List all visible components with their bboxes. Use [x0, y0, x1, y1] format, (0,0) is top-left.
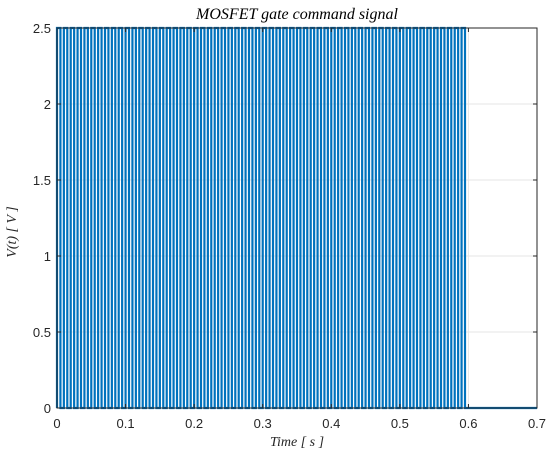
axes: [56, 27, 538, 409]
y-tick-label: 1: [44, 249, 51, 264]
y-tick-label: 0.5: [33, 325, 51, 340]
x-tick-label: 0.5: [391, 416, 409, 431]
series-line: [55, 26, 537, 410]
y-tick-label: 2: [44, 97, 51, 112]
x-tick-label: 0.4: [322, 416, 340, 431]
x-tick-label: 0.3: [254, 416, 272, 431]
chart-title: MOSFET gate command signal: [195, 6, 398, 23]
x-tick-label: 0.6: [459, 416, 477, 431]
x-tick-label: 0.7: [528, 416, 546, 431]
tick-labels: 0 0.1 0.2 0.3 0.4 0.5 0.6 0.7 0 0.5 1 1.5 2 2.5: [33, 21, 546, 431]
plot-frame: [56, 27, 538, 409]
y-tick-label: 1.5: [33, 173, 51, 188]
x-axis-label: Time [ s ]: [270, 435, 324, 450]
x-tick-label: 0.2: [185, 416, 203, 431]
y-axis-label: V(t) [ V ]: [5, 206, 20, 257]
series-square-wave: [55, 26, 537, 410]
y-tick-label: 2.5: [33, 21, 51, 36]
y-tick-label: 0: [44, 401, 51, 416]
x-tick-label: 0.1: [117, 416, 135, 431]
x-tick-label: 0: [53, 416, 60, 431]
